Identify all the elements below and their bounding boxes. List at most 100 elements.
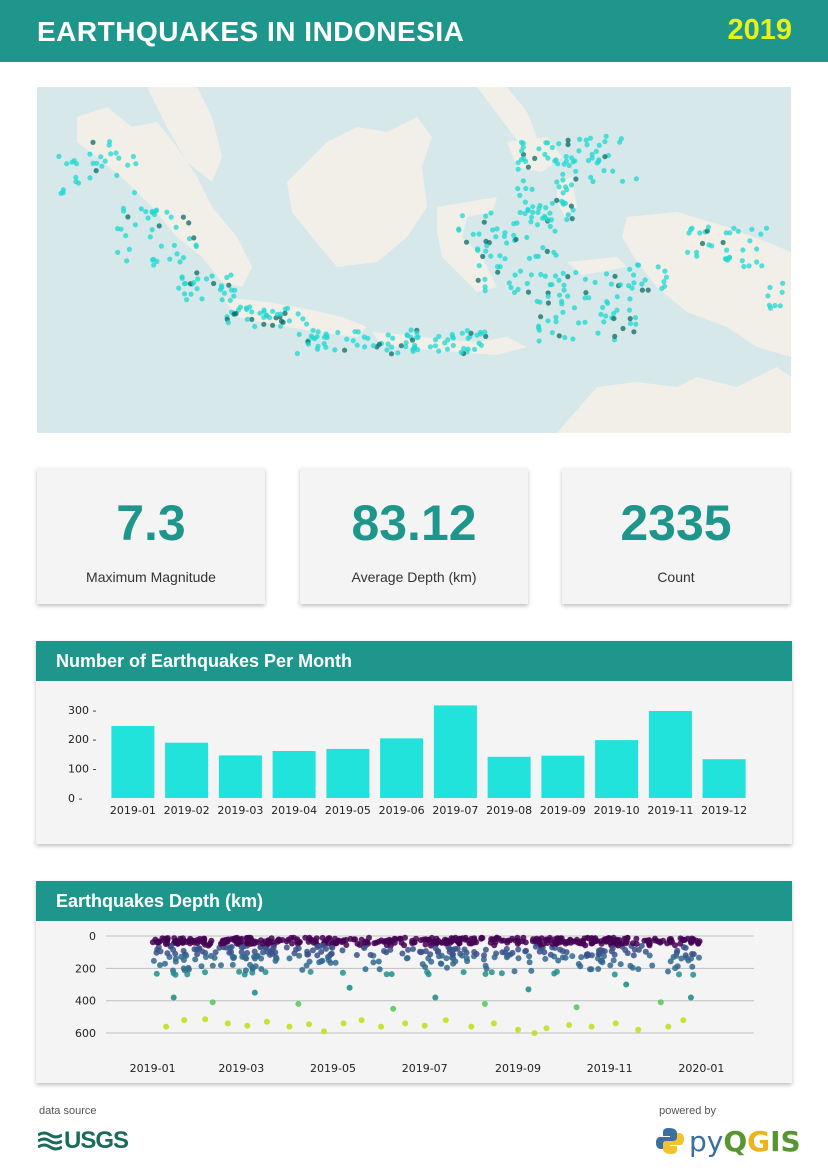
bar (648, 711, 692, 798)
map-quake-point (709, 243, 715, 249)
map-quake-point (475, 246, 481, 252)
map-quake-point (552, 273, 559, 279)
depth-point (543, 1025, 550, 1032)
depth-point (162, 960, 168, 967)
x-tick-label: 2019-07 (402, 1062, 448, 1075)
depth-point (617, 961, 624, 968)
map-quake-point (576, 148, 582, 154)
map-quake-point (71, 158, 77, 164)
depth-point (566, 1022, 573, 1028)
map-quake-point (415, 334, 421, 340)
depth-point (258, 966, 265, 972)
map-quake-point (529, 186, 535, 192)
map-quake-point (601, 168, 607, 174)
depth-point (665, 1023, 672, 1030)
depth-point (575, 961, 582, 967)
depth-point (251, 989, 258, 996)
map-quake-point (561, 287, 567, 293)
map-quake-point (600, 304, 606, 311)
map-quake-point (512, 289, 518, 295)
map-quake-points (56, 133, 786, 357)
map-quake-point (697, 230, 703, 236)
map-quake-point (608, 281, 615, 287)
map-land-borneo (287, 117, 432, 267)
map-quake-point (561, 161, 567, 167)
depth-point (228, 943, 235, 950)
map-quake-point (777, 303, 783, 309)
depth-point (488, 969, 495, 976)
map-quake-point (544, 248, 550, 254)
map-quake-point (529, 214, 535, 220)
depth-point (265, 941, 272, 947)
depth-point (598, 940, 605, 947)
depth-point (578, 954, 585, 961)
map-quake-point (350, 338, 356, 344)
depth-point (528, 967, 535, 974)
map-quake-point (589, 155, 595, 161)
map-quake-point (310, 327, 316, 333)
depth-point (404, 955, 411, 961)
depth-point (312, 939, 319, 946)
map-quake-point (525, 289, 532, 295)
map-quake-point (523, 185, 529, 192)
depth-point (422, 941, 429, 948)
map-quake-point (603, 313, 609, 319)
map-quake-point (565, 274, 571, 280)
map-quake-point (763, 225, 770, 231)
map-quake-point (586, 295, 592, 301)
map-quake-point (577, 136, 583, 142)
map-land-sumatra (77, 107, 252, 287)
depth-point (454, 938, 461, 945)
depth-point (220, 940, 227, 947)
depth-point (328, 944, 335, 951)
map-quake-point (582, 276, 589, 282)
map-quake-point (483, 238, 489, 244)
map-quake-point (481, 219, 487, 225)
pyqgis-q-text: Q (723, 1124, 748, 1158)
depth-point (262, 969, 269, 976)
map-quake-point (765, 293, 771, 299)
depth-point (242, 967, 249, 974)
map-quake-point (153, 208, 159, 214)
x-tick-label: 2019-03 (217, 804, 263, 817)
pyqgis-g-text: G (747, 1124, 771, 1158)
depth-point (482, 946, 489, 953)
map-quake-point (476, 231, 482, 237)
depth-point (305, 938, 312, 945)
depth-point (286, 955, 293, 962)
map-quake-point (627, 266, 633, 272)
stat-value: 2335 (620, 495, 732, 551)
depth-point (630, 952, 637, 959)
depth-point (228, 949, 235, 955)
map-quake-point (545, 155, 551, 161)
depth-point (515, 946, 522, 953)
map-quake-point (699, 240, 706, 247)
depth-point (696, 954, 702, 961)
depth-point (390, 1005, 397, 1012)
depth-point (376, 966, 383, 973)
depth-point (224, 1020, 231, 1027)
depth-point (595, 966, 602, 972)
map-quake-point (99, 163, 105, 169)
depth-point (339, 969, 346, 976)
depth-point (153, 970, 160, 977)
map-quake-point (726, 255, 732, 261)
depth-point (678, 955, 685, 962)
depth-point (387, 946, 394, 953)
depth-point (164, 940, 171, 947)
x-tick-label: 2019-11 (647, 804, 693, 817)
map-quake-point (549, 200, 556, 206)
depth-point (515, 1026, 521, 1033)
map-quake-point (184, 297, 190, 303)
bar (487, 756, 531, 798)
depth-point (427, 951, 434, 958)
depth-point (448, 935, 455, 942)
depth-point (335, 937, 342, 944)
depth-point (642, 948, 649, 955)
depth-point (263, 1018, 270, 1025)
depth-point (609, 945, 616, 952)
map-quake-point (614, 294, 620, 300)
map-quake-point (642, 277, 648, 283)
depth-point (402, 934, 408, 941)
map-quake-point (133, 161, 139, 167)
